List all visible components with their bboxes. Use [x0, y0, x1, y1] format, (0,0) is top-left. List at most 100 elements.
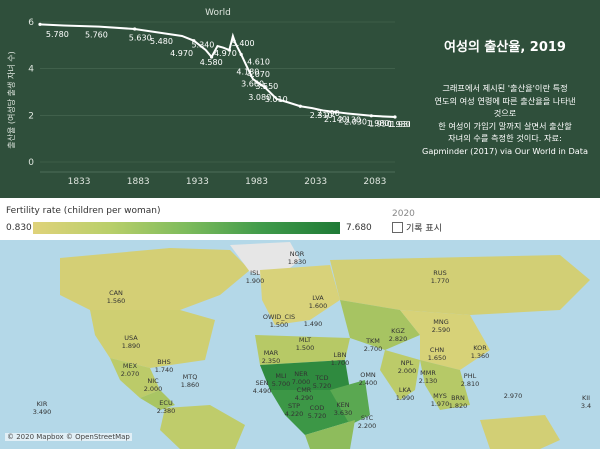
data-label: 1.930	[390, 120, 410, 129]
data-label: 2.310	[310, 111, 333, 120]
data-label: 3.550	[255, 82, 278, 91]
legend-max-value: 7.680	[346, 223, 372, 233]
country-value-label: 2.400	[359, 379, 378, 387]
data-label: 4.070	[247, 70, 270, 79]
country-code-label: SEN	[255, 379, 268, 387]
x-tick-label: 1933	[186, 177, 209, 187]
data-label: 2.390	[317, 109, 340, 118]
data-point[interactable]	[192, 39, 196, 43]
country-value-label: 4.490	[253, 387, 272, 395]
central-asia-region[interactable]	[340, 300, 420, 350]
country-code-label: CMR	[297, 386, 312, 394]
central-america-region[interactable]	[140, 390, 175, 410]
south-america-region[interactable]	[160, 405, 245, 449]
country-value-label: 5.720	[313, 382, 332, 390]
usa-region[interactable]	[90, 310, 215, 368]
data-point[interactable]	[209, 55, 214, 59]
data-label: 5.480	[150, 37, 173, 46]
country-value-label: 2.000	[398, 367, 417, 375]
canada-region[interactable]	[60, 248, 250, 320]
country-value-label: 1.970	[431, 400, 450, 408]
data-point[interactable]	[239, 52, 243, 57]
year-label: 2020	[392, 209, 415, 219]
country-value-label: 1.770	[431, 277, 450, 285]
data-point[interactable]	[298, 104, 302, 108]
y-tick-label: 2	[28, 111, 34, 121]
page-title: 여성의 출산율, 2019	[444, 40, 566, 55]
data-point[interactable]	[369, 114, 373, 118]
sahel-region[interactable]	[260, 360, 350, 390]
country-value-label: 1.740	[155, 366, 174, 374]
china-region[interactable]	[400, 310, 490, 370]
data-point[interactable]	[334, 110, 338, 114]
country-code-label: KIR	[37, 400, 48, 408]
data-point[interactable]	[393, 115, 397, 119]
data-label: 5.630	[129, 34, 152, 43]
color-scale-bar	[33, 222, 340, 234]
southern-africa-region[interactable]	[305, 420, 355, 449]
country-value-label: 2.350	[262, 357, 281, 365]
europe-region[interactable]	[260, 265, 340, 325]
country-code-label: COD	[310, 404, 325, 412]
central-africa-region[interactable]	[270, 390, 355, 435]
legend-min-value: 0.830	[6, 223, 32, 233]
data-label: 4.610	[247, 57, 270, 66]
chart-data-labels: 5.780 5.760 5.6305.4804.9705.3404.5804.970…	[46, 30, 410, 129]
india-region[interactable]	[380, 350, 420, 400]
australia-region[interactable]	[480, 415, 560, 449]
country-code-label: SYC	[361, 414, 374, 422]
world-map[interactable]: ISL 1.900 CAN 1.560 NOR 1.830 LVA 1.600 RUS 1.770…	[0, 240, 600, 449]
country-code-label: MLT	[299, 336, 311, 344]
country-value-label: 3.630	[334, 409, 353, 417]
data-label: 3.010	[265, 95, 288, 104]
country-code-label: TKM	[365, 337, 380, 345]
country-value-label: 1.490	[304, 320, 323, 328]
record-checkbox[interactable]	[392, 222, 403, 233]
country-code-label: OMN	[360, 371, 376, 379]
country-code-label: NER	[294, 370, 308, 378]
record-toggle[interactable]: 기록 표시	[392, 221, 442, 234]
y-tick-label: 4	[28, 65, 34, 75]
data-point[interactable]	[133, 27, 137, 31]
country-value-label: 2.380	[157, 407, 176, 415]
country-value-label: 1.900	[246, 277, 265, 285]
country-code-label: MEX	[123, 362, 138, 370]
chart-line-layer	[38, 22, 397, 119]
x-tick-label: 1983	[245, 177, 268, 187]
country-value-label: 4.220	[285, 410, 304, 418]
country-value-label: 2.070	[121, 370, 140, 378]
country-value-label: 1.700	[331, 359, 350, 367]
data-label: 5.760	[85, 31, 108, 40]
russia-region[interactable]	[330, 255, 590, 315]
country-value-label: 1.830	[288, 258, 307, 266]
country-value-label: 2.000	[144, 385, 163, 393]
x-tick-label: 2033	[304, 177, 327, 187]
mexico-region[interactable]	[110, 358, 160, 398]
data-point[interactable]	[38, 22, 42, 26]
north-africa-region[interactable]	[255, 335, 350, 365]
data-point[interactable]	[263, 85, 267, 89]
southeast-asia-region[interactable]	[420, 360, 470, 410]
data-label: 3.080	[248, 93, 271, 102]
country-code-label: STP	[288, 402, 300, 410]
series-line-world[interactable]	[39, 23, 396, 118]
x-tick-label: 2083	[363, 177, 386, 187]
data-point[interactable]	[227, 48, 231, 52]
y-tick-label: 0	[28, 158, 34, 168]
country-code-label: MNG	[433, 318, 449, 326]
country-value-label: 3.490	[33, 408, 52, 416]
data-label: 4.970	[170, 49, 193, 58]
country-value-label: 1.560	[107, 297, 126, 305]
country-code-label: RUS	[433, 269, 446, 277]
country-value-label: 5.720	[308, 412, 327, 420]
country-value-label: 3.4	[581, 402, 591, 410]
country-value-label: 2.970	[504, 392, 523, 400]
east-africa-region[interactable]	[330, 380, 370, 425]
country-value-label: 1.990	[396, 394, 415, 402]
country-value-label: 5.700	[272, 380, 291, 388]
country-code-label: KGZ	[391, 327, 405, 335]
country-value-label: 1.860	[181, 381, 200, 389]
x-tick-label: 1883	[127, 177, 150, 187]
